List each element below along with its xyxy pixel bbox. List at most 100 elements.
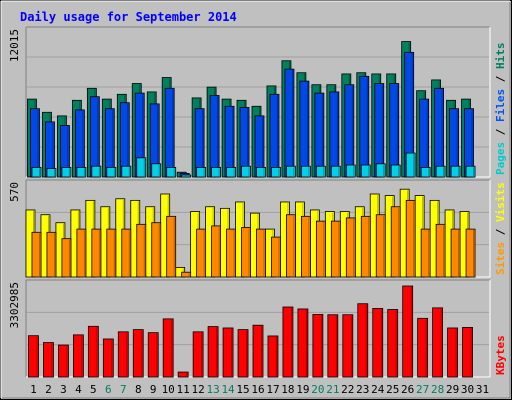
bar-kbytes-day-15 [237, 329, 249, 378]
bar-sites-day-26 [405, 199, 416, 278]
bar-kbytes-day-1 [28, 335, 39, 378]
bar-sites-day-6 [106, 228, 117, 278]
legend-part: Pages [494, 142, 507, 175]
y-max-label: 12015 [8, 29, 21, 62]
bar-pages-day-26 [405, 152, 416, 178]
day-label-26: 26 [401, 383, 414, 396]
day-label-1: 1 [30, 383, 37, 396]
bar-sites-day-18 [286, 214, 296, 278]
day-label-15: 15 [236, 383, 249, 396]
day-label-5: 5 [90, 383, 97, 396]
panel-kbytes: 3302985 KBytes [8, 279, 507, 378]
bar-sites-day-24 [375, 214, 386, 278]
bar-sites-day-8 [136, 223, 147, 278]
bar-kbytes-day-16 [252, 324, 264, 378]
bar-kbytes-day-12 [192, 331, 204, 378]
bar-kbytes-day-27 [417, 317, 429, 378]
bar-pages-day-14 [226, 167, 236, 178]
day-label-25: 25 [386, 383, 399, 396]
bar-kbytes-day-29 [447, 327, 458, 378]
bar-pages-day-25 [390, 164, 401, 178]
bar-pages-day-21 [330, 165, 341, 178]
bar-sites-day-27 [420, 228, 431, 278]
bar-kbytes-day-4 [72, 334, 84, 378]
bar-sites-day-25 [390, 206, 401, 278]
day-label-18: 18 [281, 383, 294, 396]
bar-pages-day-6 [106, 167, 117, 178]
bar-pages-day-8 [136, 157, 147, 178]
bar-sites-day-21 [330, 220, 341, 278]
bar-sites-day-14 [226, 228, 236, 278]
bar-pages-day-15 [241, 165, 251, 178]
bar-kbytes-day-3 [58, 344, 69, 378]
day-label-8: 8 [135, 383, 142, 396]
day-label-7: 7 [120, 383, 127, 396]
bar-kbytes-day-19 [297, 308, 309, 378]
bar-sites-day-12 [196, 228, 207, 278]
bar-sites-day-28 [435, 223, 446, 278]
bar-pages-day-28 [435, 165, 446, 178]
bar-pages-day-30 [465, 165, 476, 178]
bar-sites-day-5 [91, 228, 102, 278]
bar-kbytes-day-23 [357, 303, 369, 378]
panels: 12015 Pages / Files / Hits 570 Sites / Visi… [8, 26, 507, 378]
bar-kbytes-day-5 [87, 325, 99, 378]
day-label-4: 4 [75, 383, 82, 396]
series-legend-label: Pages / Files / Hits [494, 43, 507, 176]
bar-pages-day-11 [181, 174, 192, 178]
day-label-2: 2 [45, 383, 52, 396]
day-label-12: 12 [192, 383, 205, 396]
bar-sites-day-4 [76, 228, 87, 278]
bar-pages-day-24 [375, 163, 386, 178]
day-label-21: 21 [326, 383, 339, 396]
day-label-31: 31 [476, 383, 489, 396]
legend-part: KBytes [494, 335, 507, 375]
day-label-27: 27 [416, 383, 429, 396]
bar-kbytes-day-6 [102, 338, 114, 378]
day-label-23: 23 [356, 383, 369, 396]
bar-pages-day-18 [286, 165, 296, 178]
day-label-9: 9 [150, 383, 157, 396]
day-label-3: 3 [60, 383, 67, 396]
bar-sites-day-13 [211, 225, 221, 278]
day-label-6: 6 [105, 383, 112, 396]
bar-pages-day-10 [166, 167, 177, 178]
day-label-28: 28 [431, 383, 444, 396]
bar-kbytes-day-30 [462, 327, 473, 378]
bar-sites-day-29 [450, 228, 461, 278]
bar-kbytes-day-28 [432, 307, 444, 378]
bar-sites-day-19 [301, 215, 311, 278]
bar-kbytes-day-7 [117, 331, 129, 378]
bar-kbytes-day-22 [342, 314, 354, 378]
bar-pages-day-9 [151, 163, 162, 178]
bar-sites-day-15 [241, 227, 251, 278]
bar-pages-day-29 [450, 165, 461, 178]
day-label-24: 24 [371, 383, 385, 396]
bar-sites-day-22 [345, 217, 356, 278]
bar-kbytes-day-11 [177, 371, 189, 378]
bar-sites-day-17 [271, 236, 281, 278]
bar-pages-day-2 [46, 168, 57, 178]
bar-pages-day-4 [76, 167, 87, 178]
bar-sites-day-7 [121, 228, 132, 278]
bar-pages-day-12 [196, 167, 207, 178]
bar-pages-day-7 [121, 165, 132, 178]
bar-sites-day-2 [46, 231, 57, 278]
chart-title: Daily usage for September 2014 [20, 10, 237, 24]
bar-kbytes-day-24 [372, 307, 384, 378]
day-label-17: 17 [266, 383, 279, 396]
bar-pages-day-5 [91, 165, 102, 178]
series-legend-label: KBytes [494, 335, 507, 375]
series-legend-label: Sites / Visits [494, 182, 507, 275]
bar-kbytes-day-26 [402, 285, 414, 378]
day-label-30: 30 [461, 383, 474, 396]
bar-pages-day-17 [271, 167, 281, 178]
bar-sites-day-30 [465, 228, 476, 278]
bar-kbytes-day-21 [327, 314, 339, 378]
bar-sites-day-16 [256, 228, 266, 278]
y-max-label: 570 [8, 182, 21, 202]
bar-sites-day-3 [61, 238, 72, 278]
bar-kbytes-day-17 [267, 335, 279, 378]
legend-part: / [494, 69, 507, 89]
